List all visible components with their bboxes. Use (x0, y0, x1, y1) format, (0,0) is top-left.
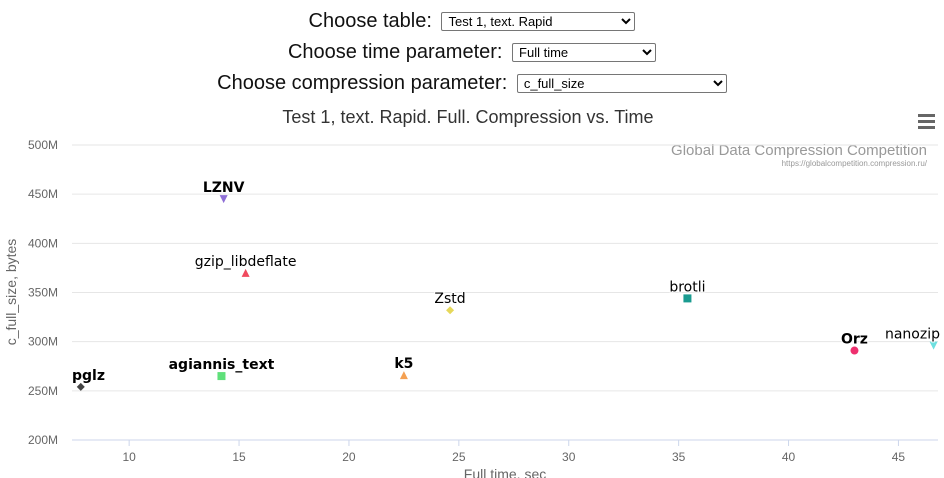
point-label-agiannis-text: agiannis_text (169, 357, 275, 373)
menu-icon-bar (918, 120, 935, 123)
marker-k5[interactable] (399, 371, 408, 380)
time-select-label: Choose time parameter: (287, 41, 503, 64)
x-axis-ticks: 10 15 20 25 30 35 40 45 (122, 440, 905, 464)
x-tick-label: 30 (562, 450, 576, 464)
y-tick-label: 500M (28, 138, 58, 152)
point-label-zstd: Zstd (434, 291, 465, 307)
table-control-row: Choose table: Test 1, text. Rapid (0, 10, 944, 33)
point-label-lznv: LZNV (203, 180, 245, 196)
marker-pglz[interactable] (76, 382, 85, 391)
menu-icon[interactable] (916, 112, 938, 132)
point-label-pglz: pglz (72, 368, 105, 384)
credits-title: Global Data Compression Competition (671, 142, 927, 159)
data-points: LZNV gzip_libdeflate Zstd brotli Orz nanozip p… (71, 179, 941, 391)
time-select[interactable]: Full time (512, 43, 657, 63)
y-tick-label: 450M (28, 187, 58, 201)
credits-url[interactable]: https://globalcompetition.compression.ru… (782, 159, 928, 168)
menu-icon-bar (918, 126, 935, 129)
marker-orz[interactable] (850, 346, 859, 355)
x-tick-label: 20 (342, 450, 356, 464)
x-tick-label: 25 (452, 450, 466, 464)
point-label-k5: k5 (394, 356, 413, 372)
compression-control-row: Choose compression parameter: c_full_siz… (0, 72, 944, 95)
x-tick-label: 40 (782, 450, 796, 464)
x-tick-label: 35 (672, 450, 686, 464)
marker-zstd[interactable] (446, 306, 455, 315)
table-select[interactable]: Test 1, text. Rapid (441, 12, 636, 32)
x-tick-label: 15 (232, 450, 246, 464)
y-tick-label: 250M (28, 384, 58, 398)
compression-select[interactable]: c_full_size (516, 74, 727, 94)
marker-brotli[interactable] (683, 294, 692, 303)
y-tick-label: 200M (28, 433, 58, 447)
point-label-orz: Orz (841, 332, 868, 348)
time-control-row: Choose time parameter: Full time (0, 41, 944, 64)
y-axis-title: c_full_size, bytes (3, 239, 19, 346)
scatter-chart: Test 1, text. Rapid. Full. Compression v… (3, 107, 941, 478)
marker-nanozip[interactable] (929, 341, 938, 350)
y-axis-ticks: 200M 250M 300M 350M 400M 450M 500M (28, 138, 58, 447)
menu-icon-bar (918, 114, 935, 117)
y-tick-label: 350M (28, 286, 58, 300)
marker-lznv[interactable] (219, 195, 228, 204)
table-select-label: Choose table: (308, 10, 432, 33)
marker-agiannis-text[interactable] (217, 372, 226, 381)
x-tick-label: 45 (892, 450, 906, 464)
x-tick-label: 10 (122, 450, 136, 464)
marker-gzip-libdeflate[interactable] (241, 268, 250, 277)
grid-lines (72, 144, 938, 392)
compression-select-label: Choose compression parameter: (217, 72, 508, 95)
y-tick-label: 300M (28, 335, 58, 349)
point-label-nanozip: nanozip (885, 327, 940, 343)
point-label-gzip-libdeflate: gzip_libdeflate (195, 254, 297, 270)
x-axis-title: Full time, sec (464, 466, 546, 478)
point-label-brotli: brotli (669, 279, 705, 295)
y-tick-label: 400M (28, 236, 58, 250)
chart-title: Test 1, text. Rapid. Full. Compression v… (282, 107, 653, 127)
